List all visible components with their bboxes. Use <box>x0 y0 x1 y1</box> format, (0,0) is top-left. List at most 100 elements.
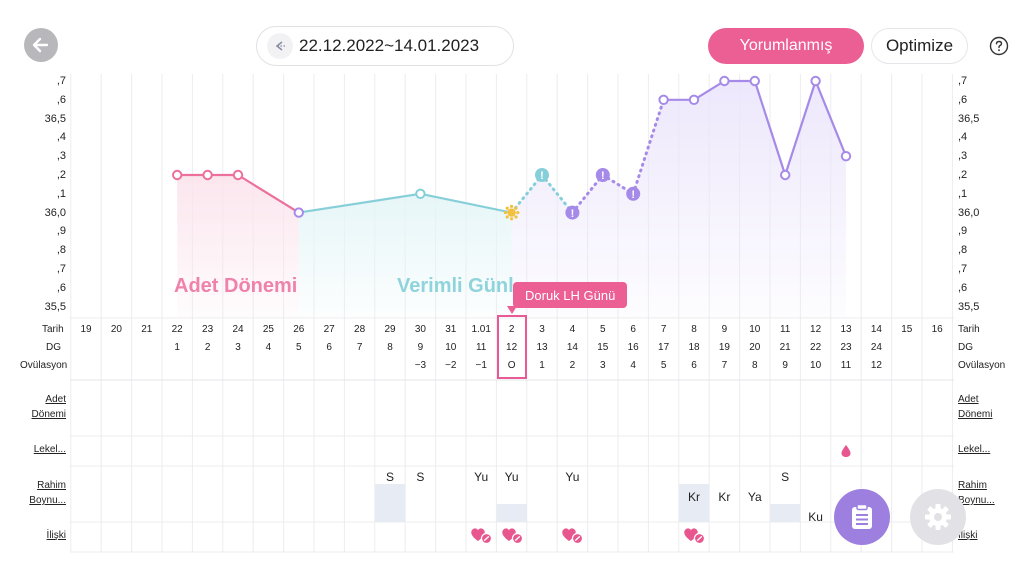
rahim-boynu-shade <box>496 504 527 522</box>
gear-icon <box>925 504 951 530</box>
heart-protected-icon[interactable] <box>682 526 708 546</box>
lh-tag-pointer <box>507 306 517 314</box>
cycle-day-tick: 18 <box>688 342 700 353</box>
series-line-segment <box>237 174 300 214</box>
rahim-boynu-value[interactable]: Yu <box>474 470 489 484</box>
cycle-day-tick: 9 <box>417 342 424 353</box>
rahim-boynu-shade <box>375 484 405 522</box>
back-button[interactable] <box>24 28 58 62</box>
date-tick: 5 <box>600 324 606 335</box>
series-line-segment <box>540 173 574 215</box>
data-point <box>293 207 304 218</box>
scale-tick-label: ,7 <box>958 75 968 87</box>
data-point: ! <box>595 168 610 182</box>
date-range-selector[interactable]: 22.12.2022~14.01.2023 <box>256 26 514 66</box>
scale-tick-label: ,7 <box>56 263 66 275</box>
ovulation-day-tick: 12 <box>870 360 882 371</box>
cycle-day-tick: 23 <box>840 342 852 353</box>
ovulation-day-tick: 6 <box>691 360 697 371</box>
rahim-boynu-value[interactable]: S <box>416 470 425 484</box>
data-point <box>810 75 821 87</box>
cycle-day-tick: 5 <box>296 342 302 353</box>
optimize-button[interactable]: Optimize <box>871 28 968 64</box>
ovulation-day-tick: 10 <box>810 360 822 371</box>
series-line-segment <box>298 192 421 214</box>
rahim-boynu-value[interactable]: S <box>385 470 394 484</box>
row-head-ovulasyon: Ovülasyon <box>20 360 68 371</box>
scale-tick-label: ,1 <box>56 187 66 200</box>
date-tick: 4 <box>569 324 576 335</box>
scale-tick-label: 36,0 <box>44 206 66 219</box>
scale-tick-label: 36,5 <box>958 112 980 125</box>
ovulation-day-tick: −2 <box>445 360 457 371</box>
date-tick: 16 <box>931 324 943 335</box>
rahim-boynu-value[interactable]: Yu <box>565 470 580 484</box>
scale-tick-label: ,3 <box>56 150 66 163</box>
notes-button[interactable] <box>834 489 890 545</box>
rahim-boynu-value[interactable]: Yu <box>504 470 519 484</box>
help-icon[interactable] <box>989 36 1009 56</box>
iliski-header-right[interactable]: İlişki <box>958 530 978 541</box>
date-tick: 31 <box>445 324 457 335</box>
heart-protected-icon[interactable] <box>500 526 526 546</box>
date-tick: 9 <box>721 324 728 335</box>
series-line-segment <box>753 80 787 176</box>
scale-tick-label: ,9 <box>56 225 66 238</box>
lekelenme-header[interactable]: Lekel... <box>33 444 66 455</box>
svg-text:!: ! <box>631 189 635 201</box>
data-point <box>780 169 791 181</box>
iliski-header[interactable]: İlişki <box>46 530 66 541</box>
heart-protected-icon[interactable] <box>560 526 586 546</box>
ovulation-day-tick: −1 <box>475 360 487 371</box>
date-tick: 12 <box>810 324 822 335</box>
scale-tick-label: ,6 <box>958 281 968 294</box>
svg-text:!: ! <box>571 208 575 220</box>
series-line-segment <box>784 80 817 176</box>
data-point <box>658 94 669 106</box>
rahim-boynu-header-right[interactable]: Rahim Boynu... <box>958 480 995 506</box>
rahim-boynu-header[interactable]: Rahim Boynu... <box>29 480 66 506</box>
rahim-boynu-value[interactable]: S <box>781 470 790 484</box>
cycle-day-tick: 24 <box>870 342 882 353</box>
data-point: ! <box>565 205 580 220</box>
clipboard-icon <box>852 503 872 529</box>
cycle-day-tick: 17 <box>658 342 670 353</box>
date-tick: 3 <box>539 324 545 335</box>
adet-donemi-header-right[interactable]: Adet Dönemi <box>958 394 993 420</box>
rahim-boynu-value[interactable]: Ku <box>808 510 823 524</box>
adet-donemi-header[interactable]: Adet Dönemi <box>31 394 66 420</box>
scale-tick-label: ,6 <box>56 93 66 106</box>
row-head-dg: DG <box>46 342 61 353</box>
cycle-day-tick: 3 <box>235 342 241 353</box>
series-line-segment <box>570 173 605 215</box>
date-tick: 2 <box>508 324 515 335</box>
ovulation-day-tick: 8 <box>752 360 758 371</box>
rahim-boynu-value[interactable]: Kr <box>688 490 700 504</box>
scale-tick-label: ,1 <box>958 187 968 200</box>
ovulation-day-tick: 2 <box>569 360 576 371</box>
lekelenme-header-right[interactable]: Lekel... <box>958 444 991 455</box>
data-point <box>172 169 183 181</box>
rahim-boynu-value[interactable]: Kr <box>718 490 731 504</box>
chevron-left-icon[interactable] <box>267 33 293 59</box>
scale-tick-label: ,6 <box>958 93 968 106</box>
scale-tick-label: 35,5 <box>44 300 66 313</box>
cycle-day-tick: 12 <box>506 342 518 353</box>
settings-button[interactable] <box>910 489 966 545</box>
date-tick: 14 <box>870 324 882 335</box>
heart-protected-icon[interactable] <box>469 526 495 546</box>
series-line-segment <box>814 80 848 157</box>
drop-icon[interactable] <box>840 444 852 458</box>
rahim-boynu-value[interactable]: Ya <box>747 490 762 504</box>
series-line-segment <box>631 98 666 196</box>
scale-tick-label: ,3 <box>958 150 968 163</box>
yorumlanmis-button[interactable]: Yorumlanmış <box>708 28 864 64</box>
scale-tick-label: ,9 <box>958 225 968 238</box>
scale-tick-label: ,6 <box>56 281 66 294</box>
date-tick: 8 <box>691 324 697 335</box>
date-tick: 19 <box>80 324 92 335</box>
date-tick: 21 <box>141 324 153 335</box>
date-tick: 30 <box>414 324 426 335</box>
data-point <box>840 151 852 162</box>
date-tick: 1.01 <box>471 324 491 335</box>
